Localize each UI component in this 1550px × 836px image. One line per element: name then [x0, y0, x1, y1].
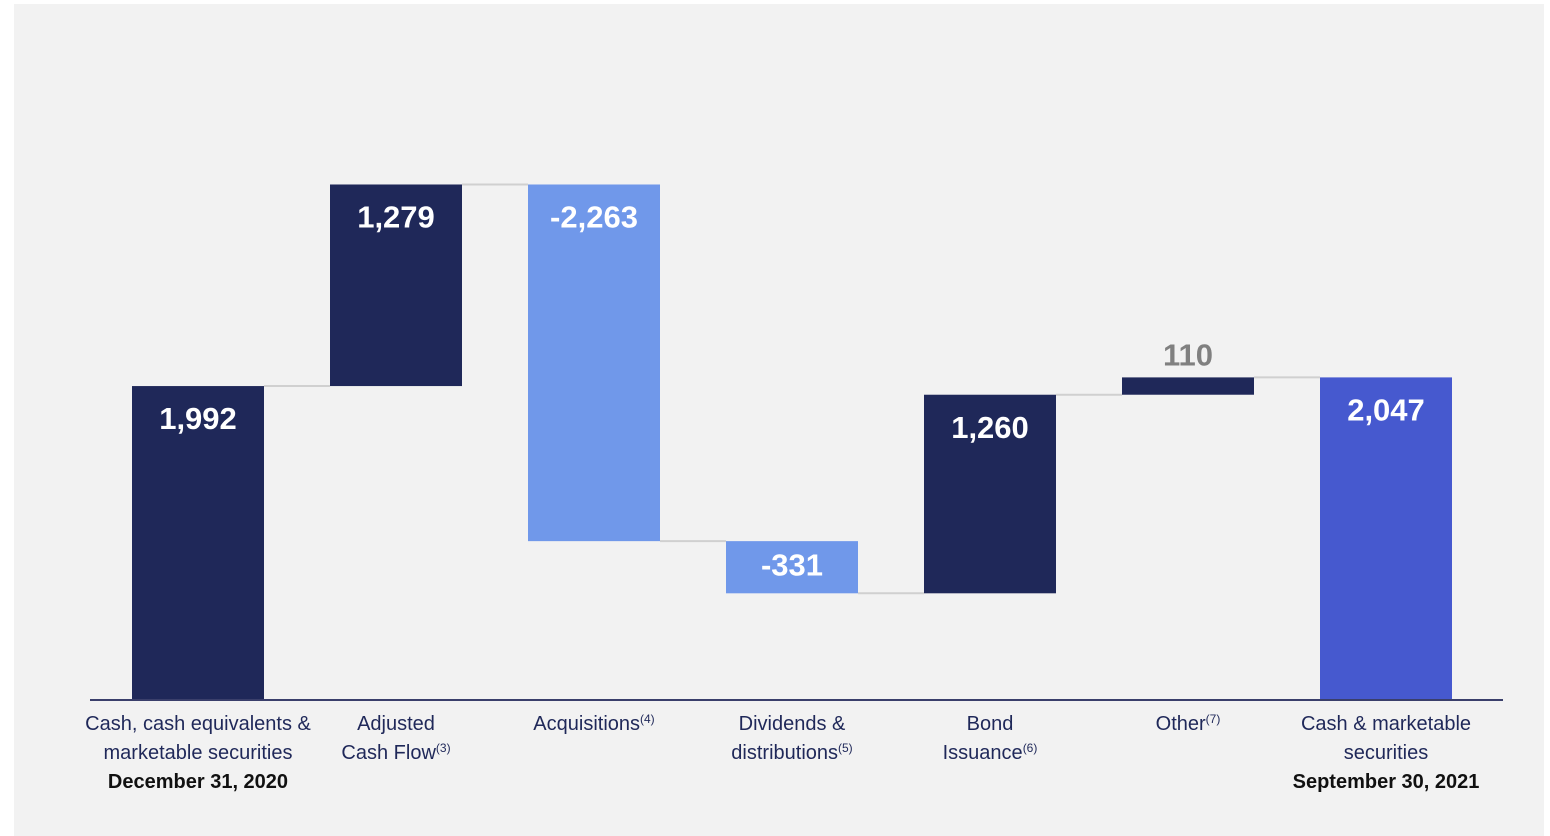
bar: [726, 541, 858, 594]
category-name: Adjusted Cash Flow: [341, 713, 436, 764]
bar: [132, 386, 264, 700]
value-label: 110: [1163, 338, 1213, 373]
value-label: -331: [761, 547, 823, 582]
category-name: Cash, cash equivalents & marketable secu…: [85, 713, 311, 764]
category-note: (4): [640, 712, 655, 726]
category-label: Dividends & distributions(5): [712, 710, 872, 768]
category-label: Acquisitions(4): [494, 710, 694, 739]
category-date: September 30, 2021: [1292, 771, 1480, 793]
value-label: -2,263: [550, 200, 638, 235]
category-label: Bond Issuance(6): [935, 710, 1045, 768]
value-label: 1,992: [159, 401, 237, 436]
category-note: (5): [838, 741, 853, 755]
category-note: (7): [1205, 712, 1221, 726]
bar: [528, 184, 660, 542]
category-name: Other: [1155, 713, 1206, 735]
bar: [1122, 377, 1254, 395]
value-label: 1,279: [357, 200, 435, 235]
value-label: 1,260: [951, 410, 1029, 445]
bar: [924, 394, 1056, 594]
bar: [330, 184, 462, 387]
background: [14, 4, 1544, 836]
category-note: (6): [1022, 741, 1038, 755]
category-name: Dividends & distributions: [731, 713, 846, 764]
category-label: Adjusted Cash Flow(3): [331, 710, 461, 768]
category-name: Acquisitions: [533, 713, 641, 735]
value-label: 2,047: [1347, 393, 1425, 428]
category-label: Cash, cash equivalents & marketable secu…: [73, 710, 323, 797]
category-date: December 31, 2020: [107, 771, 289, 793]
category-name: Cash & marketable securities: [1300, 713, 1472, 764]
category-label: Other(7): [1088, 710, 1288, 739]
category-label: Cash & marketable securities September 30…: [1286, 710, 1486, 797]
bar: [1320, 377, 1452, 700]
category-note: (3): [435, 741, 451, 755]
category-name: Bond Issuance: [942, 713, 1023, 764]
